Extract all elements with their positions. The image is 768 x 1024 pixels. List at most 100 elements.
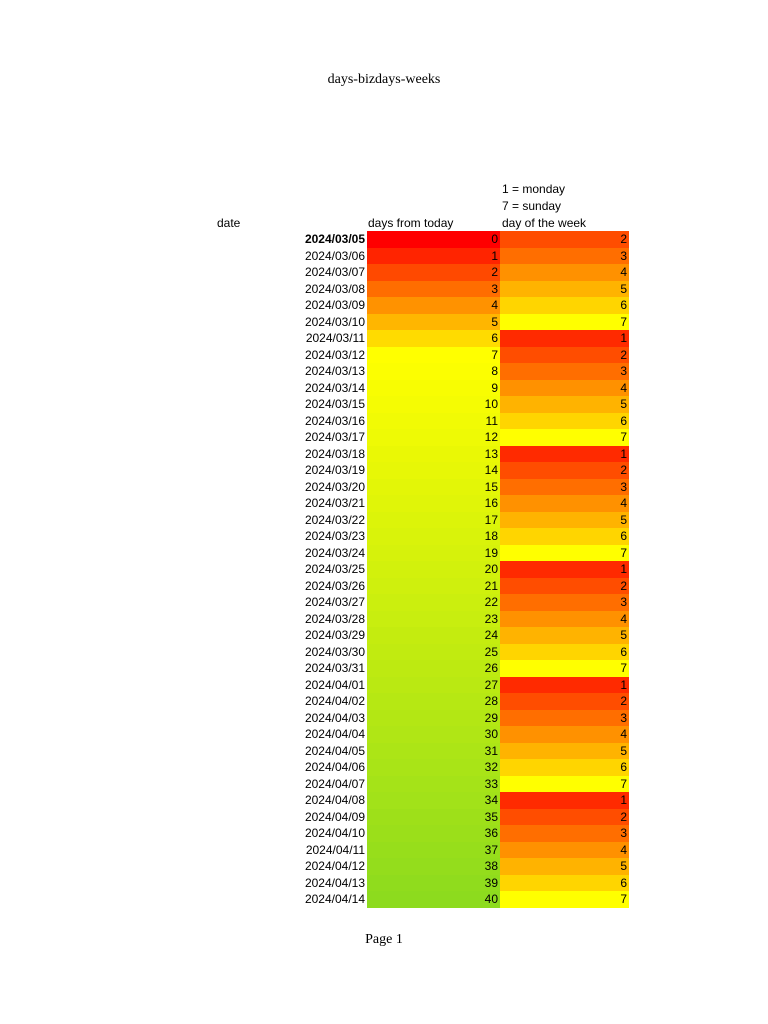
date-cell: 2024/03/22	[304, 512, 365, 527]
day-of-week-cell: 6	[500, 874, 629, 891]
date-cell: 2024/03/08	[304, 281, 365, 296]
date-cell: 2024/03/13	[304, 364, 365, 378]
table-row: 2024/04/07 33 7	[0, 775, 768, 792]
table-row: 2024/03/05 0 2	[0, 231, 768, 248]
days-from-today-cell: 29	[367, 709, 500, 726]
day-of-week-cell: 2	[500, 693, 629, 710]
table-row: 2024/03/24 19 7	[0, 544, 768, 561]
date-cell: 2024/04/06	[304, 760, 365, 774]
date-cell: 2024/03/30	[304, 644, 365, 659]
date-cell: 2024/03/12	[304, 347, 365, 362]
header-day-of-week: day of the week	[502, 216, 587, 230]
header-date: date	[217, 216, 241, 230]
day-of-week-cell: 4	[500, 379, 629, 396]
date-cell: 2024/04/01	[304, 677, 365, 692]
days-from-today-cell: 35	[367, 808, 500, 825]
day-of-week-cell: 7	[500, 313, 629, 330]
table-row: 2024/03/16 11 6	[0, 412, 768, 429]
day-of-week-cell: 4	[500, 610, 629, 627]
table-row: 2024/03/12 7 2	[0, 346, 768, 363]
days-from-today-cell: 7	[367, 346, 500, 363]
table-row: 2024/04/11 37 4	[0, 841, 768, 858]
table-row: 2024/03/26 21 2	[0, 577, 768, 594]
table-row: 2024/04/06 32 6	[0, 759, 768, 776]
day-of-week-cell: 7	[500, 891, 629, 908]
day-of-week-cell: 1	[500, 561, 629, 578]
days-from-today-cell: 40	[367, 891, 500, 908]
table-row: 2024/04/13 39 6	[0, 874, 768, 891]
date-cell: 2024/03/14	[304, 380, 365, 395]
days-from-today-cell: 14	[367, 462, 500, 479]
day-of-week-cell: 2	[500, 231, 629, 248]
page-title: days-bizdays-weeks	[327, 72, 441, 87]
days-from-today-cell: 20	[367, 561, 500, 578]
day-of-week-cell: 3	[500, 594, 629, 611]
day-of-week-cell: 7	[500, 429, 629, 446]
day-of-week-cell: 3	[500, 478, 629, 495]
day-of-week-cell: 2	[500, 577, 629, 594]
days-from-today-cell: 28	[367, 693, 500, 710]
table-row: 2024/03/10 5 7	[0, 313, 768, 330]
table-row: 2024/03/22 17 5	[0, 511, 768, 528]
table-row: 2024/03/31 26 7	[0, 660, 768, 677]
table-row: 2024/03/09 4 6	[0, 297, 768, 314]
days-from-today-cell: 5	[367, 313, 500, 330]
day-of-week-cell: 2	[500, 808, 629, 825]
date-cell: 2024/04/10	[304, 826, 365, 840]
days-from-today-cell: 1	[367, 247, 500, 264]
date-cell: 2024/03/23	[304, 529, 365, 543]
table-row: 2024/03/28 23 4	[0, 610, 768, 627]
day-of-week-cell: 6	[500, 528, 629, 545]
table-row: 2024/03/06 1 3	[0, 247, 768, 264]
days-from-today-cell: 11	[367, 412, 500, 429]
date-cell: 2024/04/14	[304, 892, 365, 906]
days-from-today-cell: 32	[367, 759, 500, 776]
day-of-week-cell: 7	[500, 775, 629, 792]
table-row: 2024/04/01 27 1	[0, 676, 768, 693]
days-from-today-cell: 17	[367, 511, 500, 528]
table-row: 2024/03/29 24 5	[0, 627, 768, 644]
days-from-today-cell: 23	[367, 610, 500, 627]
header-days-from-today: days from today	[368, 216, 454, 230]
date-cell: 2024/03/19	[304, 463, 365, 477]
date-cell: 2024/03/05	[304, 232, 365, 246]
table-row: 2024/04/02 28 2	[0, 693, 768, 710]
days-from-today-cell: 12	[367, 429, 500, 446]
day-of-week-cell: 3	[500, 825, 629, 842]
days-from-today-cell: 9	[367, 379, 500, 396]
day-of-week-cell: 3	[500, 247, 629, 264]
table-row: 2024/03/21 16 4	[0, 495, 768, 512]
date-cell: 2024/03/27	[304, 595, 365, 609]
day-of-week-cell: 4	[500, 726, 629, 743]
table-row: 2024/03/14 9 4	[0, 379, 768, 396]
table-row: 2024/03/11 6 1	[0, 330, 768, 347]
table-row: 2024/03/07 2 4	[0, 264, 768, 281]
table-row: 2024/03/30 25 6	[0, 643, 768, 660]
day-of-week-cell: 5	[500, 511, 629, 528]
table-row: 2024/03/17 12 7	[0, 429, 768, 446]
date-cell: 2024/03/17	[304, 430, 365, 444]
date-cell: 2024/04/04	[304, 727, 365, 741]
date-cell: 2024/03/15	[304, 397, 365, 411]
days-from-today-cell: 13	[367, 445, 500, 462]
day-of-week-cell: 7	[500, 544, 629, 561]
days-from-today-cell: 31	[367, 742, 500, 759]
day-of-week-cell: 6	[500, 643, 629, 660]
date-cell: 2024/03/31	[304, 661, 365, 675]
day-of-week-cell: 1	[500, 792, 629, 809]
day-of-week-cell: 1	[500, 445, 629, 462]
table-row: 2024/04/14 40 7	[0, 891, 768, 908]
days-from-today-cell: 27	[367, 676, 500, 693]
days-from-today-cell: 37	[367, 841, 500, 858]
date-cell: 2024/04/09	[304, 809, 365, 824]
days-from-today-cell: 15	[367, 478, 500, 495]
days-from-today-cell: 19	[367, 544, 500, 561]
days-from-today-cell: 10	[367, 396, 500, 413]
days-from-today-cell: 25	[367, 643, 500, 660]
table-row: 2024/03/15 10 5	[0, 396, 768, 413]
date-cell: 2024/04/03	[304, 710, 365, 725]
day-of-week-cell: 2	[500, 346, 629, 363]
date-cell: 2024/03/09	[304, 298, 365, 312]
date-cell: 2024/03/06	[304, 248, 365, 263]
day-of-week-cell: 3	[500, 363, 629, 380]
